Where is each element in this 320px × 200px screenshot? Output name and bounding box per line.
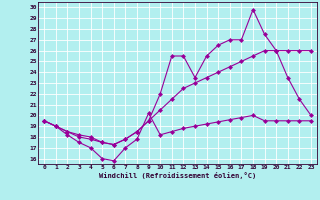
X-axis label: Windchill (Refroidissement éolien,°C): Windchill (Refroidissement éolien,°C) xyxy=(99,172,256,179)
